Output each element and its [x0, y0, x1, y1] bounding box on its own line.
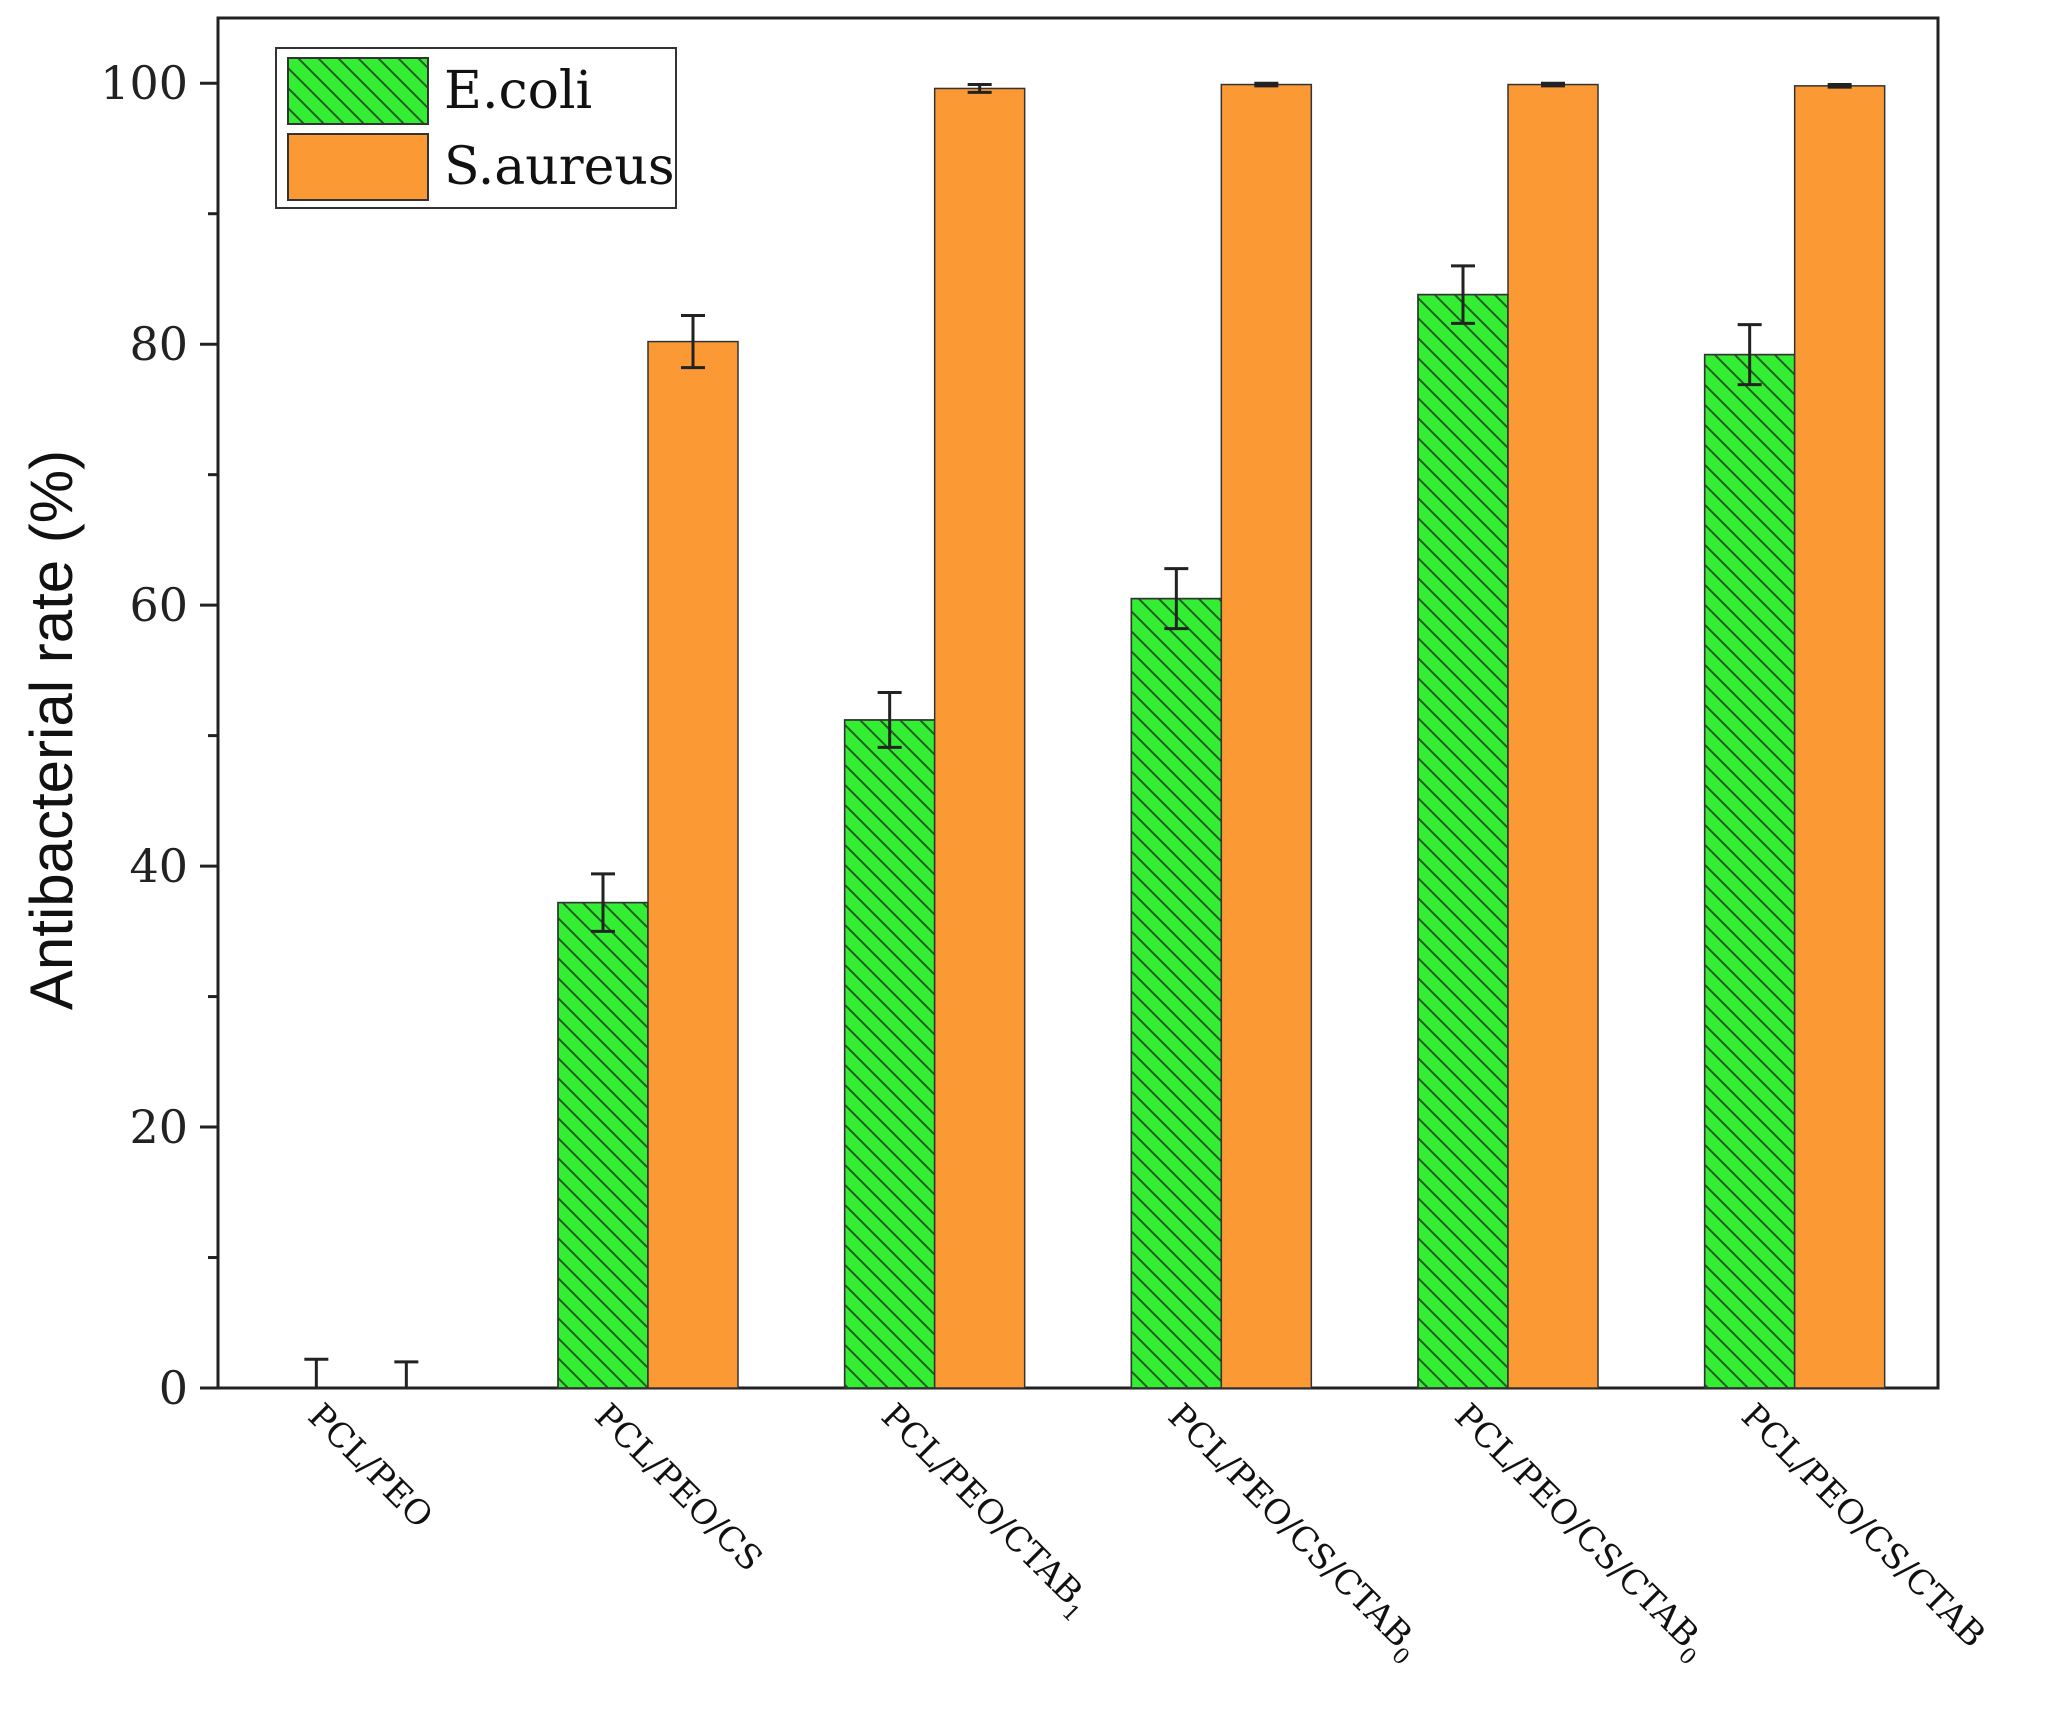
y-tick-label: 40 — [129, 839, 188, 893]
category-name: PCL/PEO — [300, 1396, 440, 1536]
legend: E.coli S.aureus — [275, 47, 677, 209]
bar-saureus — [647, 340, 739, 1389]
bar-saureus — [1220, 83, 1313, 1389]
category-name: PCL/PEO/CTAB — [873, 1396, 1090, 1613]
bar-saureus — [933, 87, 1026, 1389]
x-axis-labels: PCL/PEO PCL/PEO/CS PCL/PEO/CTAB1 PCL/PEO/CS… — [300, 1396, 1993, 1670]
category-name: PCL/PEO/CS/CTAB — [1447, 1396, 1707, 1656]
x-category-label: PCL/PEO/CS/CTAB0 — [1155, 1396, 1429, 1670]
bar-hatch — [843, 719, 936, 1389]
bar-hatch — [1130, 597, 1223, 1389]
y-tick-label: 100 — [100, 56, 188, 110]
category-name: PCL/PEO/CS/CTAB — [1733, 1396, 1993, 1656]
y-tick-label: 20 — [129, 1100, 188, 1154]
legend-swatch-hatch — [287, 57, 429, 125]
bar-hatch — [557, 901, 649, 1389]
y-axis-title: Antibacterial rate (%) — [18, 450, 85, 1010]
plot-frame — [216, 16, 1940, 1390]
y-axis-ticks: 0 20 40 60 80 100 — [100, 56, 218, 1415]
bar-saureus — [1507, 83, 1599, 1389]
x-category-label: PCL/PEO/CS/CTAB — [1733, 1396, 1993, 1656]
category-name: PCL/PEO/CS/CTAB — [1160, 1396, 1420, 1656]
y-tick-label: 0 — [159, 1361, 188, 1415]
legend-swatch-saureus — [287, 133, 429, 201]
y-tick-label: 60 — [129, 578, 188, 632]
x-category-label: PCL/PEO — [300, 1396, 440, 1536]
x-category-label: PCL/PEO/CS/CTAB0 — [1442, 1396, 1716, 1670]
y-tick-label: 80 — [129, 317, 188, 371]
legend-label: S.aureus — [444, 137, 675, 197]
bar-saureus — [1793, 85, 1886, 1389]
x-category-label: PCL/PEO/CTAB1 — [868, 1396, 1099, 1627]
bars — [557, 83, 1886, 1389]
category-name: PCL/PEO/CS — [587, 1396, 770, 1579]
legend-label: E.coli — [444, 61, 592, 121]
error-bars — [304, 81, 1852, 1388]
x-category-label: PCL/PEO/CS — [587, 1396, 770, 1579]
bar-hatch — [1417, 293, 1509, 1389]
bar-hatch — [1703, 353, 1796, 1389]
